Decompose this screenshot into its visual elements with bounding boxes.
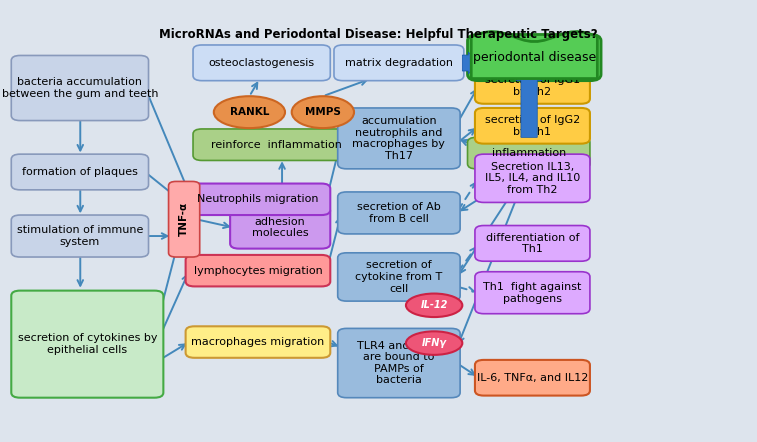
Ellipse shape	[406, 332, 463, 355]
Text: MMPS: MMPS	[305, 107, 341, 117]
FancyBboxPatch shape	[468, 137, 590, 169]
Text: accumulation
neutrophils and
macrophages by
Th17: accumulation neutrophils and macrophages…	[353, 116, 445, 161]
FancyBboxPatch shape	[475, 225, 590, 261]
FancyBboxPatch shape	[338, 253, 460, 301]
Text: Neutrophils migration: Neutrophils migration	[197, 194, 319, 204]
Text: IL-6, TNFα, and IL12: IL-6, TNFα, and IL12	[477, 373, 588, 383]
FancyBboxPatch shape	[475, 108, 590, 144]
Text: adhesion
molecules: adhesion molecules	[252, 217, 309, 238]
Text: Secretion IL13,
IL5, IL4, and IL10
from Th2: Secretion IL13, IL5, IL4, and IL10 from …	[484, 162, 580, 195]
FancyBboxPatch shape	[169, 181, 200, 257]
FancyArrow shape	[463, 52, 479, 74]
Ellipse shape	[291, 96, 354, 128]
FancyBboxPatch shape	[185, 255, 330, 286]
Text: reinforce  inflammation: reinforce inflammation	[211, 140, 342, 150]
FancyBboxPatch shape	[185, 183, 330, 215]
Text: RANKL: RANKL	[229, 107, 269, 117]
FancyBboxPatch shape	[475, 68, 590, 104]
Text: inflammation: inflammation	[491, 148, 565, 158]
Text: IL-12: IL-12	[420, 300, 448, 310]
FancyBboxPatch shape	[193, 129, 360, 160]
FancyBboxPatch shape	[338, 192, 460, 234]
Text: MicroRNAs and Periodontal Disease: Helpful Therapeutic Targets?: MicroRNAs and Periodontal Disease: Helpf…	[159, 28, 598, 41]
FancyBboxPatch shape	[11, 291, 164, 398]
Text: secretion of Ab
from B cell: secretion of Ab from B cell	[357, 202, 441, 224]
Ellipse shape	[213, 96, 285, 128]
Text: differentiation of
Th1: differentiation of Th1	[486, 232, 579, 254]
FancyBboxPatch shape	[11, 154, 148, 190]
Text: secretion of IgG1
by Th2: secretion of IgG1 by Th2	[485, 75, 580, 97]
FancyBboxPatch shape	[475, 272, 590, 314]
PathPatch shape	[471, 31, 597, 79]
FancyBboxPatch shape	[338, 328, 460, 398]
Text: TNF-α: TNF-α	[179, 202, 189, 236]
FancyBboxPatch shape	[230, 206, 330, 248]
FancyBboxPatch shape	[11, 215, 148, 257]
FancyBboxPatch shape	[185, 326, 330, 358]
Text: stimulation of immune
system: stimulation of immune system	[17, 225, 143, 247]
FancyBboxPatch shape	[475, 154, 590, 202]
FancyBboxPatch shape	[193, 45, 330, 80]
Text: bacteria accumulation
between the gum and teeth: bacteria accumulation between the gum an…	[2, 77, 158, 99]
FancyBboxPatch shape	[338, 108, 460, 169]
FancyBboxPatch shape	[475, 360, 590, 396]
Text: IFNγ: IFNγ	[422, 338, 447, 348]
Text: osteoclastogenesis: osteoclastogenesis	[209, 58, 315, 68]
Text: macrophages migration: macrophages migration	[192, 337, 325, 347]
Text: matrix degradation: matrix degradation	[345, 58, 453, 68]
Text: periodontal disease: periodontal disease	[472, 51, 596, 64]
Text: secretion of IgG2
by Th1: secretion of IgG2 by Th1	[484, 115, 580, 137]
Text: secretion of cytokines by
epithelial cells: secretion of cytokines by epithelial cel…	[17, 333, 157, 355]
FancyArrow shape	[516, 70, 542, 137]
FancyBboxPatch shape	[468, 34, 601, 80]
Text: lymphocytes migration: lymphocytes migration	[194, 266, 322, 276]
Text: Th1  fight against
pathogens: Th1 fight against pathogens	[483, 282, 581, 304]
Text: periodontal disease: periodontal disease	[472, 51, 596, 64]
Text: secretion of
cytokine from T
cell: secretion of cytokine from T cell	[355, 260, 443, 293]
Text: formation of plaques: formation of plaques	[22, 167, 138, 177]
FancyBboxPatch shape	[334, 45, 464, 80]
FancyBboxPatch shape	[11, 55, 148, 121]
Text: TLR4 and TLR2
are bound to
PAMPs of
bacteria: TLR4 and TLR2 are bound to PAMPs of bact…	[357, 341, 441, 385]
Ellipse shape	[406, 293, 463, 317]
Text: TNF-α: TNF-α	[0, 441, 1, 442]
